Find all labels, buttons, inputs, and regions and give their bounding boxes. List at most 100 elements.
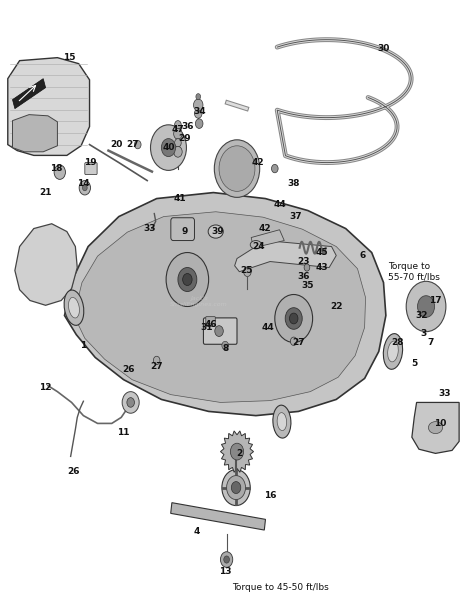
Text: 29: 29: [179, 134, 191, 143]
Circle shape: [291, 337, 297, 346]
Text: 36: 36: [181, 122, 193, 131]
PathPatch shape: [74, 212, 365, 403]
Text: 1: 1: [80, 341, 87, 350]
Text: 45: 45: [316, 248, 328, 257]
Text: 3: 3: [420, 329, 427, 338]
Circle shape: [151, 125, 186, 171]
Circle shape: [154, 356, 160, 365]
Circle shape: [173, 129, 182, 139]
Text: 43: 43: [316, 263, 328, 272]
Circle shape: [174, 139, 181, 147]
Circle shape: [228, 157, 246, 180]
Circle shape: [79, 180, 91, 195]
Circle shape: [272, 165, 278, 172]
Text: 11: 11: [118, 428, 130, 437]
Text: 23: 23: [297, 257, 310, 266]
Text: 28: 28: [392, 338, 404, 347]
Polygon shape: [220, 431, 254, 472]
Text: 22: 22: [330, 302, 343, 311]
Text: 37: 37: [290, 212, 302, 221]
Text: 4: 4: [194, 527, 200, 536]
Circle shape: [214, 140, 260, 197]
Circle shape: [285, 308, 302, 329]
Circle shape: [222, 469, 250, 505]
Text: 18: 18: [50, 164, 63, 173]
Text: 15: 15: [63, 53, 75, 62]
Text: 32: 32: [415, 311, 428, 320]
Text: 47: 47: [172, 125, 184, 134]
Circle shape: [173, 147, 182, 157]
Text: 38: 38: [287, 179, 300, 188]
Text: 12: 12: [39, 383, 52, 392]
Ellipse shape: [388, 341, 398, 362]
Text: 42: 42: [252, 158, 264, 167]
Circle shape: [304, 264, 310, 271]
Polygon shape: [412, 403, 459, 453]
Circle shape: [220, 552, 233, 567]
FancyBboxPatch shape: [203, 318, 237, 344]
Text: 21: 21: [39, 188, 52, 197]
Circle shape: [224, 556, 229, 563]
Circle shape: [230, 443, 244, 460]
Ellipse shape: [208, 225, 223, 238]
Polygon shape: [235, 240, 336, 272]
Text: 9: 9: [182, 227, 188, 236]
Text: 44: 44: [273, 200, 286, 209]
Ellipse shape: [277, 413, 287, 430]
Text: 8: 8: [222, 344, 228, 353]
FancyBboxPatch shape: [171, 218, 194, 240]
Circle shape: [135, 141, 141, 149]
Circle shape: [166, 252, 209, 307]
Text: 35: 35: [301, 281, 314, 290]
Circle shape: [244, 267, 251, 276]
Ellipse shape: [68, 297, 80, 318]
Text: 31: 31: [200, 323, 212, 332]
Text: 33: 33: [439, 389, 451, 398]
FancyBboxPatch shape: [206, 317, 215, 326]
Circle shape: [82, 185, 87, 191]
Polygon shape: [12, 79, 46, 109]
Text: Torque to
55-70 ft/lbs: Torque to 55-70 ft/lbs: [388, 262, 440, 281]
Circle shape: [122, 392, 139, 413]
Text: 46: 46: [205, 320, 217, 329]
Circle shape: [227, 475, 246, 499]
Text: 20: 20: [110, 140, 123, 149]
Text: 19: 19: [84, 158, 97, 167]
Text: 26: 26: [122, 365, 135, 374]
Text: 2: 2: [236, 449, 243, 458]
Text: 25: 25: [240, 266, 253, 275]
Circle shape: [182, 273, 192, 285]
Text: 27: 27: [292, 338, 305, 347]
Text: 39: 39: [212, 227, 224, 236]
Circle shape: [222, 341, 228, 350]
Text: 42: 42: [259, 224, 272, 233]
Circle shape: [161, 139, 175, 157]
Circle shape: [178, 267, 197, 291]
FancyBboxPatch shape: [85, 163, 97, 174]
Ellipse shape: [64, 290, 84, 325]
Text: 41: 41: [174, 194, 187, 203]
Circle shape: [194, 109, 202, 118]
Text: Torque to 45-50 ft/lbs: Torque to 45-50 ft/lbs: [232, 582, 329, 591]
Ellipse shape: [250, 240, 262, 249]
Circle shape: [193, 99, 203, 111]
Circle shape: [290, 313, 298, 324]
Text: 33: 33: [143, 224, 156, 233]
PathPatch shape: [8, 58, 90, 156]
PathPatch shape: [64, 192, 386, 416]
PathPatch shape: [15, 224, 77, 305]
Text: 5: 5: [411, 359, 417, 368]
Circle shape: [195, 119, 203, 129]
Circle shape: [275, 294, 313, 343]
Circle shape: [215, 326, 223, 337]
Text: 7: 7: [428, 338, 434, 347]
Ellipse shape: [428, 422, 443, 433]
Circle shape: [418, 296, 435, 317]
Text: 17: 17: [429, 296, 442, 305]
Text: 36: 36: [297, 272, 310, 281]
Text: 26: 26: [68, 467, 80, 476]
Text: 24: 24: [252, 242, 264, 251]
Circle shape: [127, 398, 135, 407]
Text: 16: 16: [264, 491, 276, 500]
Circle shape: [174, 121, 181, 129]
